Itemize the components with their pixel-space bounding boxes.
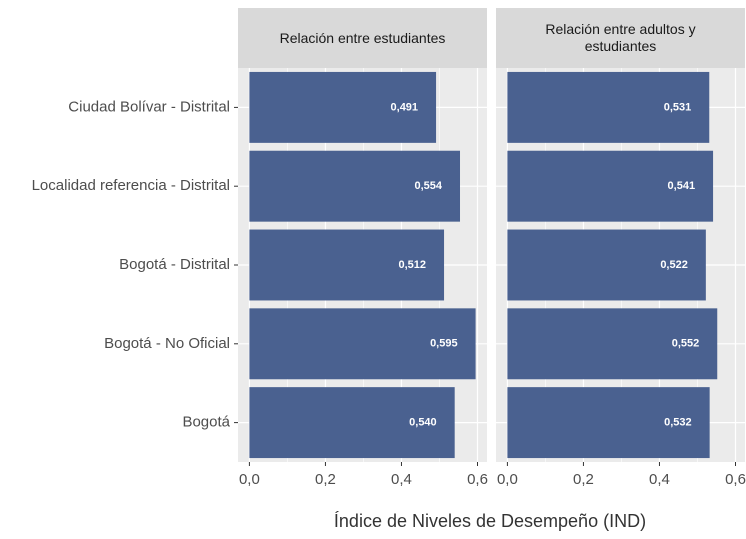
strip-title: Relación entre adultos y estudiantes [545, 21, 696, 54]
x-tick-label: 0,0 [239, 471, 260, 488]
bar [507, 308, 718, 380]
value-label: 0,512 [399, 259, 427, 271]
value-label: 0,554 [414, 180, 442, 192]
bar [507, 387, 710, 459]
value-label: 0,522 [660, 259, 688, 271]
strip-background [238, 8, 487, 68]
strip-title: Relación entre estudiantes [279, 29, 446, 46]
value-label: 0,491 [391, 101, 419, 113]
y-tick-label: Localidad referencia - Distrital [32, 177, 230, 194]
x-tick-label: 0,2 [315, 471, 336, 488]
x-tick-label: 0,6 [467, 471, 488, 488]
y-tick-label: Bogotá - Distrital [119, 256, 230, 273]
value-label: 0,552 [672, 338, 700, 350]
value-label: 0,541 [668, 180, 696, 192]
bar [249, 229, 445, 301]
bar [507, 150, 714, 222]
x-tick-label: 0,0 [497, 471, 518, 488]
y-tick-label: Bogotá - No Oficial [104, 335, 230, 352]
bar [249, 71, 437, 143]
value-label: 0,532 [664, 417, 692, 429]
x-tick-label: 0,4 [649, 471, 670, 488]
x-tick-label: 0,6 [725, 471, 746, 488]
x-tick-label: 0,4 [391, 471, 412, 488]
bar [507, 71, 710, 143]
y-tick-label: Bogotá [182, 414, 230, 431]
x-axis-title: Índice de Niveles de Desempeño (IND) [334, 511, 646, 531]
strip: Relación entre estudiantes [279, 29, 446, 46]
bar [249, 387, 455, 459]
strip-background [496, 8, 745, 68]
y-tick-label: Ciudad Bolívar - Distrital [68, 98, 230, 115]
bar [249, 150, 461, 222]
value-label: 0,531 [664, 101, 692, 113]
value-label: 0,595 [430, 338, 458, 350]
bar [249, 308, 476, 380]
bar [507, 229, 706, 301]
value-label: 0,540 [409, 417, 437, 429]
x-tick-label: 0,2 [573, 471, 594, 488]
strip: Relación entre adultos y estudiantes [545, 21, 696, 54]
